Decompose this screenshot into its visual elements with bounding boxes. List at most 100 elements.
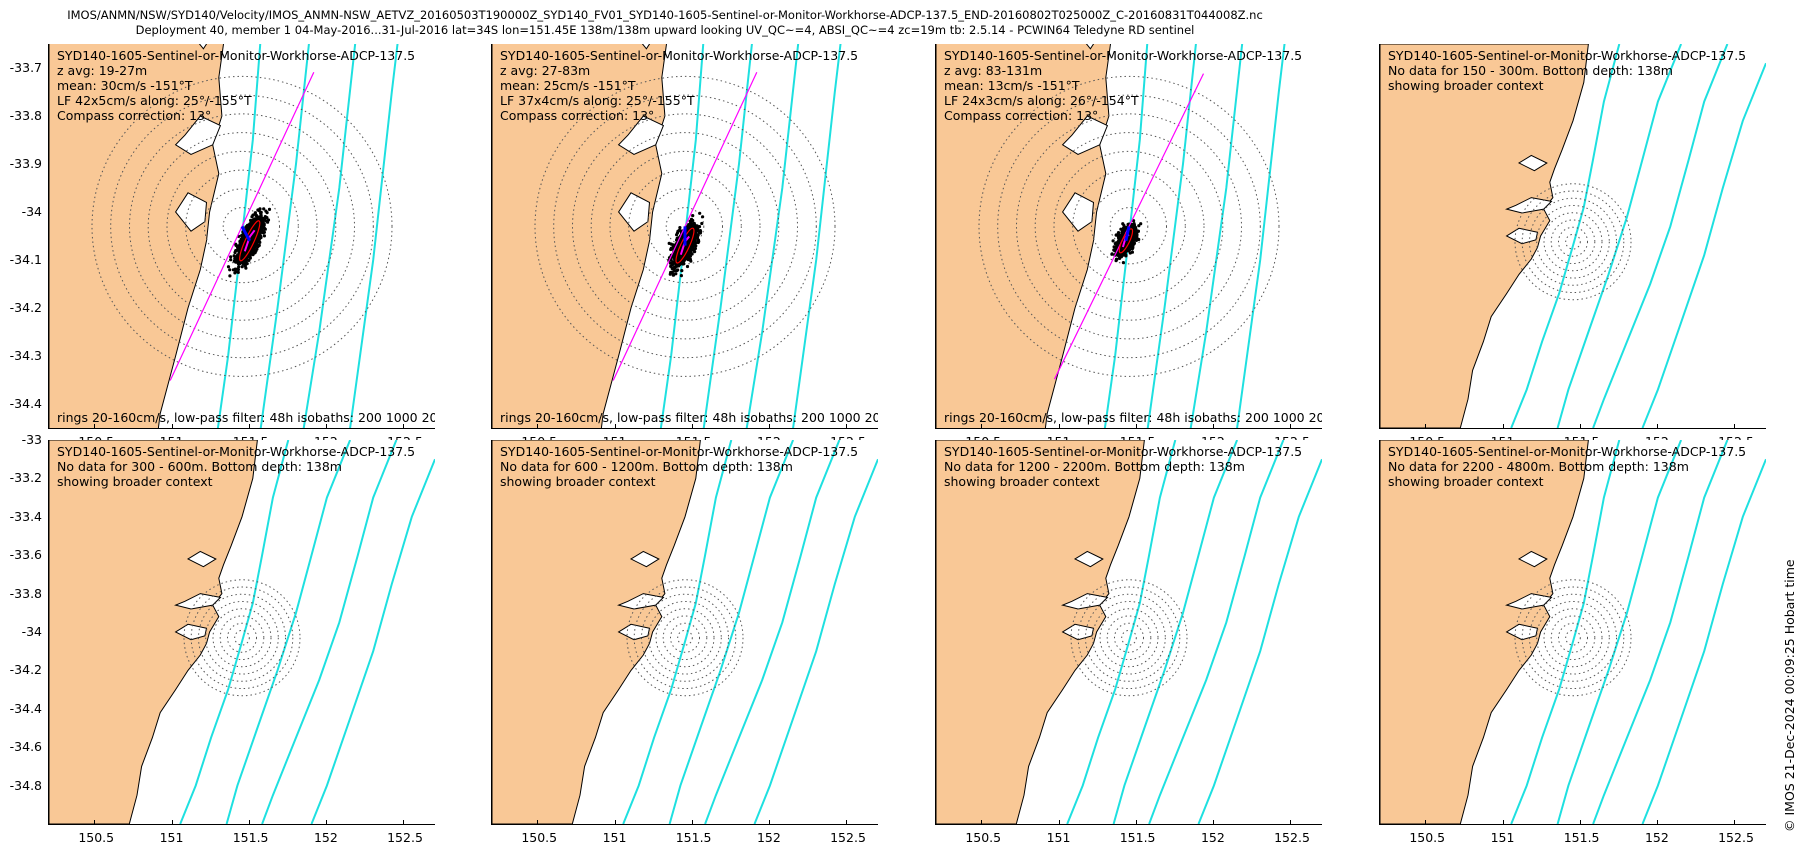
annotation-line-0: SYD140-1605-Sentinel-or-Monitor-Workhors… — [944, 48, 1302, 63]
chart-panel-5: SYD140-1605-Sentinel-or-Monitor-Workhors… — [48, 440, 435, 825]
scatter-point — [244, 266, 248, 270]
map-plot-5: SYD140-1605-Sentinel-or-Monitor-Workhors… — [49, 440, 435, 824]
coastline-land — [492, 440, 701, 824]
x-tick-mark — [1425, 424, 1427, 428]
chart-panel-1: SYD140-1605-Sentinel-or-Monitor-Workhors… — [48, 44, 435, 429]
scatter-point — [1122, 223, 1126, 228]
isobath-line-0 — [622, 440, 733, 824]
y-tick-label: -34 — [21, 204, 42, 219]
mean-velocity-arrow — [240, 225, 252, 242]
x-tick-mark — [1502, 424, 1504, 428]
isobath-line-2 — [1148, 440, 1285, 824]
annotation-line-2: showing broader context — [57, 474, 213, 489]
variance-ellipse — [239, 220, 261, 262]
x-tick-mark — [768, 820, 770, 824]
speed-ring-5 — [1536, 600, 1610, 675]
x-tick-mark — [691, 424, 693, 428]
speed-ring-1 — [234, 629, 250, 646]
speed-ring-6 — [1016, 113, 1242, 340]
y-tick-label: -34.2 — [9, 662, 42, 678]
map-plot-2: SYD140-1605-Sentinel-or-Monitor-Workhors… — [492, 44, 878, 428]
x-tick-mark — [981, 820, 983, 824]
annotation-line-3: LF 37x4cm/s along: 25°/-155°T — [500, 93, 695, 108]
scatter-point — [256, 244, 260, 249]
chart-panel-4: SYD140-1605-Sentinel-or-Monitor-Workhors… — [1379, 44, 1766, 429]
x-tick-label: 151 — [1490, 830, 1515, 845]
x-tick-mark — [1656, 820, 1658, 824]
annotation-line-1: No data for 300 - 600m. Bottom depth: 13… — [57, 459, 342, 474]
annotation-line-2: mean: 25cm/s -151°T — [500, 78, 636, 93]
scatter-point — [1110, 252, 1114, 256]
scatter-point — [248, 250, 253, 255]
speed-ring-3 — [219, 615, 265, 661]
scatter-point — [1114, 233, 1118, 237]
isobath-line-2 — [302, 44, 357, 428]
scatter-point — [244, 225, 248, 229]
speed-ring-2 — [670, 622, 700, 653]
y-tick-label: -33.4 — [9, 508, 42, 524]
bay-2 — [1085, 44, 1095, 50]
footer-note: rings 20-160cm/s, low-pass filter: 48h i… — [500, 410, 878, 425]
scatter-point — [251, 213, 255, 217]
speed-ring-4 — [1053, 150, 1205, 302]
speed-ring-1 — [1565, 629, 1581, 646]
y-tick-label: -33.6 — [9, 547, 42, 563]
bay-1 — [1505, 227, 1539, 245]
speed-ring-6 — [572, 113, 798, 340]
x-tick-label: 152 — [1200, 830, 1225, 845]
scatter-point — [691, 214, 695, 218]
x-tick-label: 151 — [1046, 830, 1071, 845]
scatter-point — [672, 266, 676, 270]
bay-0 — [174, 593, 222, 610]
scatter-point — [1121, 261, 1125, 265]
annotation-line-1: z avg: 19-27m — [57, 63, 147, 78]
chart-panel-7: SYD140-1605-Sentinel-or-Monitor-Workhors… — [935, 440, 1322, 825]
speed-ring-3 — [185, 169, 299, 284]
scatter-point — [678, 229, 683, 233]
speed-ring-5 — [147, 132, 337, 321]
speed-ring-8 — [534, 75, 836, 377]
speed-ring-3 — [1106, 615, 1152, 661]
x-tick-mark — [1290, 424, 1292, 428]
x-tick-label: 151 — [602, 830, 627, 845]
footer-note: rings 20-160cm/s, low-pass filter: 48h i… — [57, 410, 435, 425]
x-tick-label: 151.5 — [1563, 830, 1600, 845]
speed-ring-6 — [1085, 593, 1173, 682]
scatter-point — [240, 254, 244, 259]
scatter-point — [693, 223, 697, 227]
speed-ring-8 — [183, 579, 301, 697]
x-tick-label: 151.5 — [1119, 830, 1156, 845]
scatter-point — [259, 211, 263, 215]
scatter-point — [256, 217, 260, 221]
lowpass-track — [243, 229, 256, 252]
x-tick-label: 150.5 — [1409, 830, 1446, 845]
x-tick-mark — [981, 424, 983, 428]
scatter-point — [261, 230, 265, 235]
scatter-point — [241, 235, 245, 239]
scatter-point — [234, 249, 238, 253]
x-tick-label: 151.5 — [232, 830, 269, 845]
variance-ellipse — [1118, 228, 1134, 254]
speed-ring-7 — [1077, 586, 1181, 690]
x-tick-mark — [1656, 424, 1658, 428]
x-tick-mark — [846, 424, 848, 428]
speed-ring-3 — [1550, 615, 1596, 661]
speed-ring-2 — [227, 622, 257, 653]
scatter-point — [265, 211, 269, 215]
scatter-point — [1115, 257, 1119, 261]
scatter-point — [1137, 224, 1141, 228]
x-tick-mark — [325, 424, 327, 428]
annotation-line-1: No data for 1200 - 2200m. Bottom depth: … — [944, 459, 1245, 474]
scatter-point — [259, 235, 263, 240]
isobath-line-3 — [753, 458, 878, 824]
scatter-point — [229, 255, 233, 259]
scatter-point — [1122, 230, 1126, 234]
scatter-point — [1130, 240, 1134, 244]
x-tick-mark — [691, 820, 693, 824]
annotation-line-3: LF 24x3cm/s along: 26°/-154°T — [944, 93, 1139, 108]
isobath-line-1 — [225, 440, 352, 824]
velocity-scatter-3 — [1110, 219, 1143, 265]
scatter-point — [237, 265, 241, 269]
scatter-point — [696, 229, 700, 233]
scatter-point — [253, 217, 257, 221]
